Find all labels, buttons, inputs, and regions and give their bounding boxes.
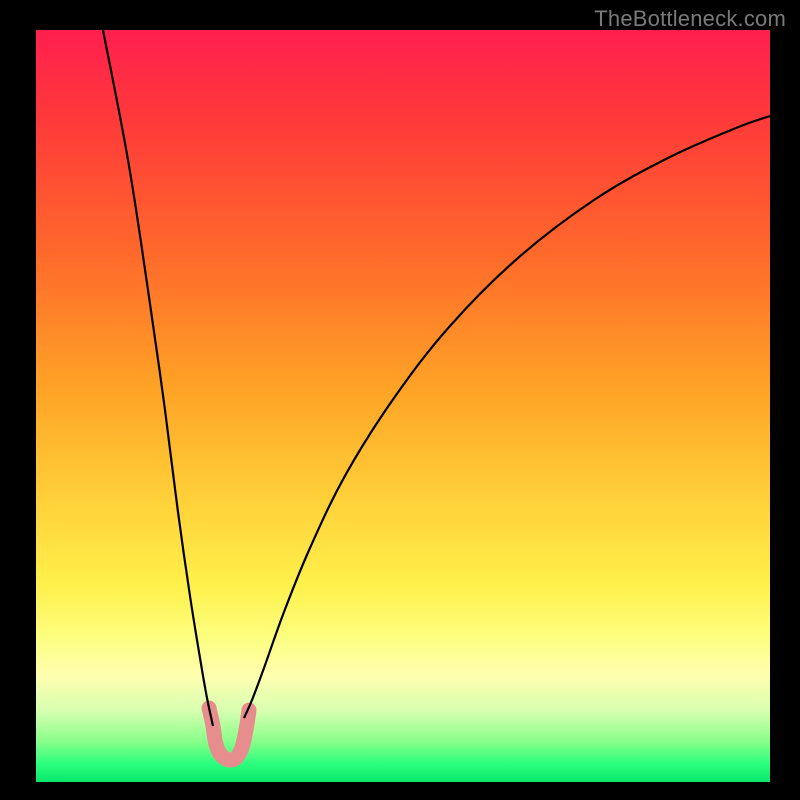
- watermark-text: TheBottleneck.com: [594, 6, 786, 32]
- plot-area: [36, 30, 770, 782]
- chart-canvas: TheBottleneck.com: [0, 0, 800, 800]
- curve-layer: [36, 30, 770, 782]
- highlight-u-marker: [209, 708, 249, 760]
- curve-left-branch: [103, 30, 213, 726]
- curve-right-branch: [244, 116, 770, 718]
